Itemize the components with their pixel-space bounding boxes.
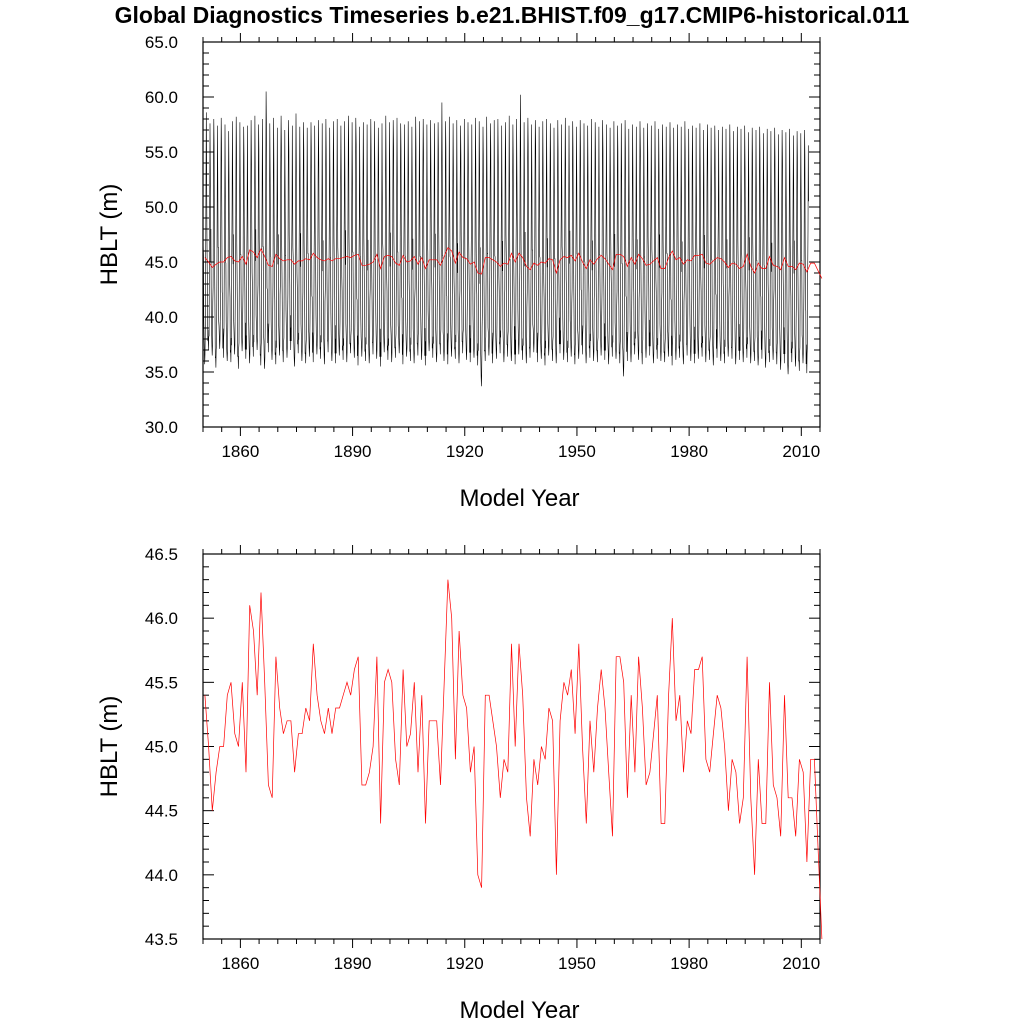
x-tick-label: 2010: [782, 442, 820, 461]
y-axis-title: HBLT (m): [96, 696, 123, 798]
y-tick-label: 45.0: [145, 253, 178, 272]
x-tick-label: 1980: [670, 954, 708, 973]
x-tick-label: 1860: [221, 954, 259, 973]
y-tick-label: 40.0: [145, 308, 178, 327]
y-tick-label: 35.0: [145, 363, 178, 382]
plot-frame: [202, 553, 821, 940]
y-tick-label: 60.0: [145, 88, 178, 107]
y-tick-label: 50.0: [145, 198, 178, 217]
x-tick-label: 1890: [334, 954, 372, 973]
x-tick-label: 1920: [446, 954, 484, 973]
y-tick-label: 65.0: [145, 33, 178, 52]
x-tick-label: 1860: [221, 442, 259, 461]
x-tick-label: 2010: [782, 954, 820, 973]
x-tick-label: 1950: [558, 442, 596, 461]
y-tick-label: 44.5: [145, 802, 178, 821]
x-axis-title: Model Year: [459, 997, 579, 1024]
top-panel-plot: 1860 1890 1920 1950 1980 2010 30.0 35.0 40.0 45.0…: [96, 33, 823, 512]
y-tick-label: 45.5: [145, 673, 178, 692]
annual-mean-series-line: [204, 247, 823, 279]
y-tick-label: 43.5: [145, 930, 178, 949]
x-tick-label: 1950: [558, 954, 596, 973]
x-tick-label: 1980: [670, 442, 708, 461]
y-tick-label: 55.0: [145, 143, 178, 162]
y-tick-label: 46.5: [145, 545, 178, 564]
page-title: Global Diagnostics Timeseries b.e21.BHIS…: [114, 2, 910, 28]
y-tick-label: 46.0: [145, 609, 178, 628]
x-axis-title: Model Year: [459, 485, 579, 512]
y-tick-label: 44.0: [145, 866, 178, 885]
annual-mean-series-line: [204, 579, 823, 940]
y-tick-label: 45.0: [145, 738, 178, 757]
x-tick-label: 1920: [446, 442, 484, 461]
x-tick-label: 1890: [334, 442, 372, 461]
bottom-panel-plot: 1860 1890 1920 1950 1980 2010 43.5 44.0 44.5 45.0…: [96, 545, 823, 1024]
y-tick-label: 30.0: [145, 418, 178, 437]
plot-frame: [202, 41, 821, 428]
monthly-series-line: [202, 91, 809, 387]
y-axis-title: HBLT (m): [96, 184, 123, 286]
